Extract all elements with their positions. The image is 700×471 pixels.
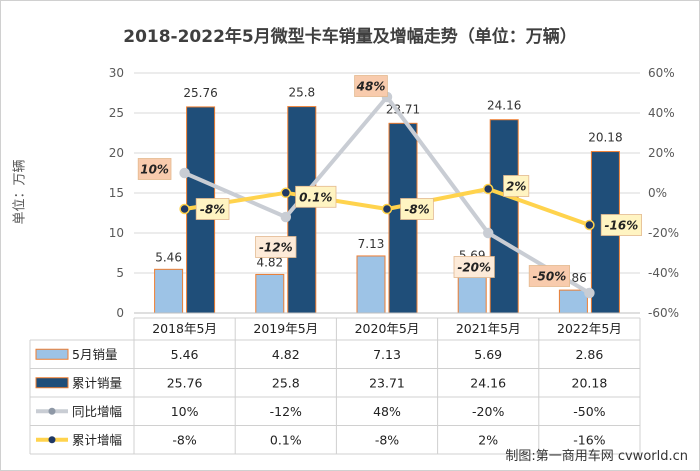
table-cell: 20.18	[572, 375, 608, 390]
table-cell: 0.1%	[270, 432, 302, 447]
y-left-tick: 30	[109, 66, 124, 80]
category-label: 2020年5月	[355, 321, 420, 336]
y-right-tick: 60%	[648, 66, 675, 80]
yoy-growth-point	[482, 227, 494, 239]
table-cell: -12%	[270, 404, 302, 419]
legend-key-monthly	[35, 348, 69, 360]
table-cell: 7.13	[373, 347, 401, 362]
table-cell: -16%	[573, 432, 605, 447]
cum-data-label-box	[195, 198, 230, 220]
table-cell: 24.16	[470, 375, 506, 390]
yoy-data-label-box	[354, 75, 388, 97]
y-left-tick: 25	[109, 106, 124, 120]
cum-data-label-box	[295, 185, 337, 208]
table-cell: -8%	[375, 432, 399, 447]
yoy-data-label-box	[453, 256, 495, 278]
y-right-tick: 0%	[648, 186, 667, 200]
yoy-data-label: 48%	[356, 80, 386, 94]
table-cell: 10%	[171, 404, 199, 419]
yoy-growth-point	[179, 167, 190, 179]
y-right-tick: -40%	[648, 266, 679, 280]
chart-title: 2018-2022年5月微型卡车销量及增幅走势（单位：万辆）	[123, 27, 577, 47]
data-label-cumulative: 20.18	[588, 131, 622, 145]
cum-data-label-box	[600, 214, 643, 236]
category-label: 2022年5月	[557, 321, 622, 336]
table-cell: -20%	[472, 404, 504, 419]
y-left-tick: 5	[116, 266, 124, 280]
yoy-data-label-box	[528, 265, 571, 287]
yoy-data-label-box	[137, 158, 172, 180]
table-cell: -50%	[573, 404, 605, 419]
cum-data-label-box	[503, 175, 530, 197]
yoy-data-label: -50%	[533, 270, 567, 284]
y-left-tick: 20	[109, 146, 124, 160]
yoy-data-label-box	[255, 236, 297, 258]
y-right-tick: -60%	[648, 306, 679, 320]
legend-label: 累计销量	[72, 375, 122, 390]
cum-data-label: -8%	[404, 203, 429, 217]
y-left-tick: 15	[109, 186, 124, 200]
data-label-monthly: 7.13	[358, 237, 385, 251]
cum-growth-point	[482, 183, 494, 195]
legend-key-yoy-marker	[48, 407, 56, 415]
table-cell: 5.69	[474, 347, 502, 362]
data-label-monthly: 4.82	[256, 255, 283, 269]
bar-monthly-sales	[255, 273, 285, 314]
cum-growth-point	[280, 187, 292, 199]
bar-cumulative-sales	[489, 119, 519, 314]
table-cell: 5.46	[171, 347, 199, 362]
cum-data-label: -16%	[605, 219, 639, 233]
legend-key-cumulative	[35, 377, 69, 389]
legend-key-cum-marker	[48, 436, 56, 444]
cum-growth-point	[179, 203, 190, 215]
table-cell: 23.71	[369, 375, 405, 390]
yoy-growth-point	[584, 287, 595, 299]
y-right-tick: -20%	[648, 226, 679, 240]
data-label-cumulative: 24.16	[487, 99, 521, 113]
table-cell: 4.82	[272, 347, 300, 362]
y-left-tick: 10	[109, 226, 124, 240]
category-label: 2021年5月	[456, 321, 521, 336]
table-cell: 25.8	[272, 375, 300, 390]
yoy-data-label: -12%	[259, 241, 293, 255]
bar-monthly-sales	[356, 255, 386, 314]
table-cell: 2.86	[575, 347, 603, 362]
table-cell: 25.76	[167, 375, 203, 390]
table-cell: 2%	[478, 432, 498, 447]
table-cell: -8%	[172, 432, 196, 447]
cum-growth-point	[584, 219, 595, 231]
data-label-monthly: 5.46	[155, 250, 182, 264]
data-label-cumulative: 25.8	[288, 86, 315, 100]
legend-label: 5月销量	[72, 347, 117, 362]
bar-monthly-sales	[558, 289, 588, 314]
cum-data-label-box	[400, 198, 434, 220]
y-right-tick: 20%	[648, 146, 675, 160]
watermark: 制图:第一商用车网 cvworld.cn	[505, 449, 688, 464]
data-label-cumulative: 25.76	[183, 86, 217, 100]
legend-label: 同比增幅	[72, 404, 122, 419]
cum-data-label: -8%	[200, 203, 225, 217]
yoy-data-label: -20%	[457, 261, 491, 275]
cum-data-label: 2%	[506, 180, 526, 194]
legend-label: 累计增幅	[72, 432, 122, 447]
y-left-tick: 0	[116, 306, 124, 320]
cum-data-label: 0.1%	[299, 190, 332, 204]
cum-growth-point	[381, 203, 393, 215]
category-label: 2018年5月	[152, 321, 217, 336]
yoy-growth-point	[280, 211, 292, 223]
bar-monthly-sales	[154, 268, 184, 314]
category-label: 2019年5月	[253, 321, 318, 336]
y-right-tick: 40%	[648, 106, 675, 120]
table-cell: 48%	[373, 404, 401, 419]
yoy-data-label: 10%	[140, 163, 169, 177]
